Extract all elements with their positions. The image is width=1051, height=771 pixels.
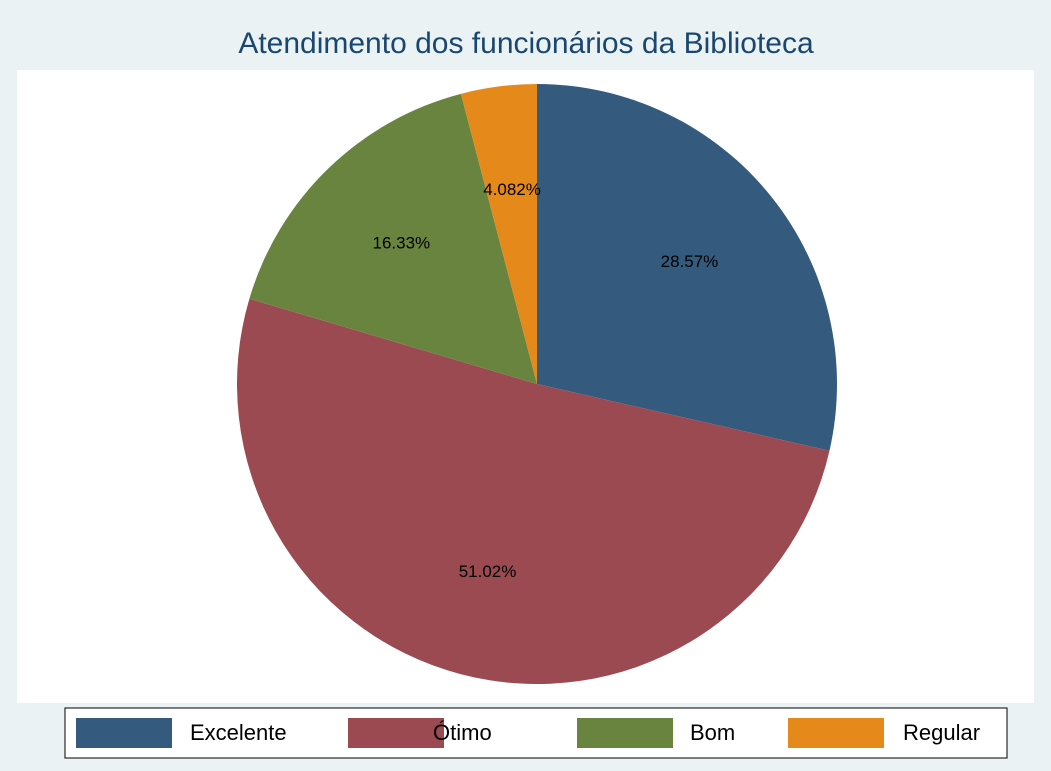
- legend-label: Regular: [903, 720, 980, 745]
- legend-swatch: [348, 718, 444, 748]
- legend-swatch: [76, 718, 172, 748]
- data-label: 28.57%: [661, 252, 719, 271]
- pie-slice: [460, 84, 537, 384]
- pie-slice: [237, 298, 830, 684]
- legend-label: Bom: [690, 720, 735, 745]
- data-label: 51.02%: [459, 562, 517, 581]
- legend-label: Ótimo: [433, 720, 492, 745]
- pie-slice: [249, 93, 537, 385]
- chart-title: Atendimento dos funcionários da Bibliote…: [238, 27, 814, 60]
- legend-swatch: [577, 718, 673, 748]
- legend-swatch: [788, 718, 884, 748]
- data-label: 4.082%: [483, 180, 541, 199]
- data-label: 16.33%: [372, 233, 430, 252]
- pie-slice: [537, 84, 837, 451]
- legend-label: Excelente: [190, 720, 287, 745]
